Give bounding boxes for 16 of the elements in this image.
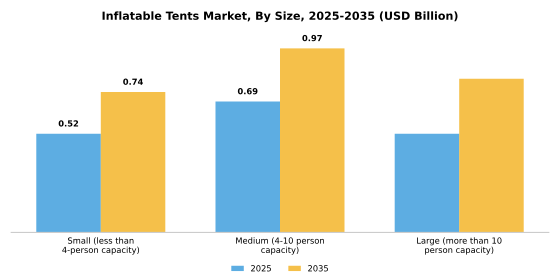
data-label: 0.69 [238,88,258,94]
x-tick-label: Large (more than 10 person capacity) [417,237,502,255]
legend-label: 2025 [251,265,271,272]
bar [280,48,345,232]
bar [459,78,524,232]
x-tick-label: Small (less than 4-person capacity) [62,237,140,255]
legend-label: 2035 [308,265,328,272]
data-label: 0.52 [58,120,78,127]
bar [215,102,280,232]
bar [36,134,101,232]
x-tick-label: Medium (4-10 person capacity) [236,237,324,255]
data-label: 0.74 [123,78,143,85]
bar [100,92,166,232]
chart-title: Inflatable Tents Market, By Size, 2025-2035 (USD Billion) [102,11,458,22]
data-label: 0.97 [302,34,322,42]
bar [394,134,460,232]
